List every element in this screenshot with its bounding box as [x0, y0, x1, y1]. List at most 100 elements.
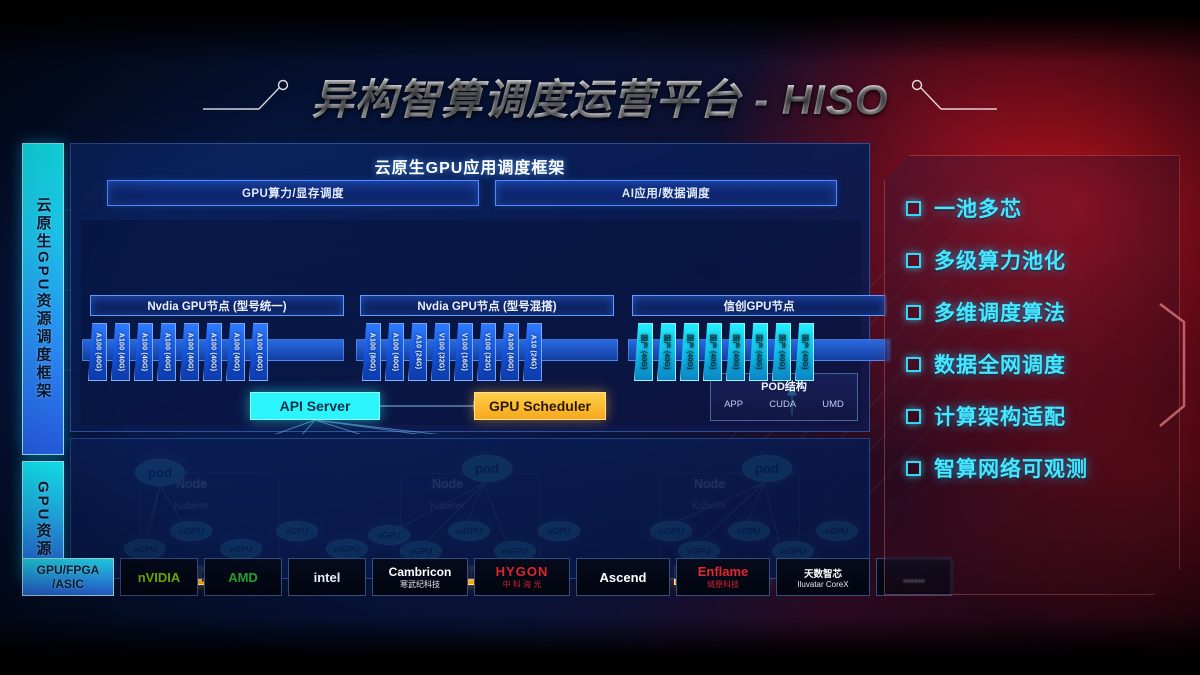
gpu-card[interactable]: V100 (16G)	[454, 323, 473, 381]
page-title: 异构智算调度运营平台 - HISO	[311, 66, 888, 127]
gpu-card[interactable]: 国产 (40G)	[749, 323, 768, 381]
checkbox-square-icon	[906, 304, 921, 320]
gpu-scheduler-box[interactable]: GPU Scheduler	[474, 392, 606, 420]
gpu-card[interactable]: A100 (80G)	[362, 323, 381, 381]
gpu-card-row-3: 国产 (40G) 国产 (40G) 国产 (40G) 国产 (40G) 国产 (40G)…	[634, 323, 814, 381]
highlight-item[interactable]: 计算架构适配	[906, 390, 1176, 442]
sidebar-framework-label: 云原生GPU资源调度框架	[22, 143, 64, 455]
vendor-logo-cambricon[interactable]: Cambricon 寒武纪科技	[372, 558, 468, 596]
highlight-label: 智算网络可观测	[934, 458, 1088, 481]
gpu-card-label: A100 (80G)	[368, 332, 375, 372]
gpu-card-label: 国产 (40G)	[639, 334, 647, 370]
vendor-name: nVIDIA	[137, 569, 181, 585]
gpu-card-label: A100 (40G)	[255, 332, 262, 372]
highlight-item[interactable]: 数据全网调度	[906, 338, 1176, 390]
gpu-card-label: A100 (40G)	[94, 332, 101, 372]
sidebar-gpu-text: GPU资源	[34, 481, 52, 559]
gpu-card-row-1: A100 (40G) A100 (40G) A100 (40G) A100 (40G)…	[88, 323, 268, 381]
vendor-logo-intel[interactable]: intel	[288, 558, 366, 596]
checkbox-square-icon	[906, 408, 921, 424]
title-right-decoration	[911, 79, 997, 110]
gpu-node-bar-1[interactable]: Nvdia GPU节点 (型号统一)	[90, 295, 344, 316]
gpu-card[interactable]: 国产 (40G)	[772, 323, 791, 381]
gpu-card-label: A100 (40G)	[232, 332, 239, 372]
sidebar-framework-text: 云原生GPU资源调度框架	[34, 197, 52, 401]
gpu-card[interactable]: A100 (40G)	[157, 323, 176, 381]
gpu-card-label: A10 (24G)	[414, 334, 421, 370]
gpu-card[interactable]: A100 (40G)	[385, 323, 404, 381]
gpu-card[interactable]: 国产 (40G)	[703, 323, 722, 381]
highlight-label: 计算架构适配	[934, 406, 1066, 429]
gpu-card[interactable]: 国产 (40G)	[657, 323, 676, 381]
gpu-card-label: 国产 (40G)	[800, 334, 808, 370]
gpu-card-label: 国产 (40G)	[777, 334, 785, 370]
gpu-card[interactable]: V100 (32G)	[431, 323, 450, 381]
gpu-card-label: A10 (24G)	[529, 334, 536, 370]
gpu-node-bar-2[interactable]: Nvdia GPU节点 (型号混搭)	[360, 295, 614, 316]
vendor-name: Enflame	[697, 564, 749, 579]
highlight-label: 多维调度算法	[934, 302, 1066, 325]
gpu-card[interactable]: A100 (40G)	[226, 323, 245, 381]
gpu-card[interactable]: A100 (40G)	[249, 323, 268, 381]
gpu-card-label: V100 (32G)	[483, 332, 490, 372]
gpu-node-bar-3[interactable]: 信创GPU节点	[632, 295, 886, 316]
gpu-card-label: 国产 (40G)	[731, 334, 739, 370]
gpu-card[interactable]: A100 (40G)	[88, 323, 107, 381]
api-server-box[interactable]: API Server	[250, 392, 380, 420]
gpu-card-label: A100 (40G)	[209, 332, 216, 372]
gpu-card[interactable]: 国产 (40G)	[680, 323, 699, 381]
highlight-item[interactable]: 多级算力池化	[906, 234, 1176, 286]
gpu-card[interactable]: A100 (40G)	[203, 323, 222, 381]
bottom-fade	[0, 617, 1200, 675]
gpu-card-label: 国产 (40G)	[754, 334, 762, 370]
gpu-card[interactable]: A100 (40G)	[180, 323, 199, 381]
vendor-logo-enflame[interactable]: Enflame 燧原科技	[676, 558, 770, 596]
gpu-card-label: 国产 (40G)	[662, 334, 670, 370]
vendor-logo-amd[interactable]: AMD	[204, 558, 282, 596]
pill-ai-data[interactable]: AI应用/数据调度	[495, 180, 837, 206]
highlight-item[interactable]: 多维调度算法	[906, 286, 1176, 338]
highlight-label: 多级算力池化	[934, 250, 1066, 273]
checkbox-square-icon	[906, 356, 921, 372]
checkbox-square-icon	[906, 200, 921, 216]
title-left-decoration	[203, 79, 289, 110]
highlight-label: 数据全网调度	[934, 354, 1066, 377]
vendor-name: Cambricon	[388, 564, 452, 579]
pod-layer-umd: UMD	[822, 399, 844, 410]
top-fade	[0, 0, 1200, 62]
gpu-card[interactable]: A100 (40G)	[111, 323, 130, 381]
gpu-card[interactable]: V100 (32G)	[477, 323, 496, 381]
gpu-card-label: V100 (16G)	[460, 332, 467, 372]
highlights-list: 一池多芯 多级算力池化 多维调度算法 数据全网调度 计算架构适配 智算网络可观测	[906, 182, 1176, 494]
title-bar: 异构智算调度运营平台 - HISO	[0, 66, 1200, 126]
vendor-logo-ascend[interactable]: Ascend	[576, 558, 670, 596]
vendor-logo-hygon[interactable]: HYGON 中 科 海 光	[474, 558, 570, 596]
gpu-card[interactable]: A100 (40G)	[134, 323, 153, 381]
gpu-card-label: 国产 (40G)	[685, 334, 693, 370]
pod-layer-app: APP	[724, 399, 744, 410]
vendor-label-line1: GPU/FPGA	[36, 563, 100, 577]
gpu-card[interactable]: 国产 (40G)	[726, 323, 745, 381]
vendor-name: 天数智芯	[803, 568, 842, 580]
highlight-item[interactable]: 一池多芯	[906, 182, 1176, 234]
gpu-card-label: A100 (40G)	[117, 332, 124, 372]
gpu-card[interactable]: A10 (24G)	[523, 323, 542, 381]
vendor-name: Ascend	[599, 569, 647, 585]
architecture-panel: 云原生GPU资源调度框架 GPU资源 云原生GPU应用调度框架 GPU算力/显存…	[22, 143, 890, 600]
gpu-card-label: A100 (40G)	[140, 332, 147, 372]
pill-gpu-compute[interactable]: GPU算力/显存调度	[107, 180, 479, 206]
gpu-card[interactable]: A10 (24G)	[408, 323, 427, 381]
gpu-card-label: A100 (40G)	[163, 332, 170, 372]
gpu-card[interactable]: 国产 (40G)	[634, 323, 653, 381]
gpu-card-label: V100 (32G)	[437, 332, 444, 372]
highlight-item[interactable]: 智算网络可观测	[906, 442, 1176, 494]
vendor-logo-iluvatar[interactable]: 天数智芯 Iluvatar CoreX	[776, 558, 870, 596]
vendor-name: intel	[313, 569, 341, 585]
vendor-subtitle: 寒武纪科技	[400, 579, 440, 589]
gpu-card[interactable]: 国产 (40G)	[795, 323, 814, 381]
gpu-card[interactable]: A100 (40G)	[500, 323, 519, 381]
vendor-category-label: GPU/FPGA /ASIC	[22, 558, 114, 596]
vendor-label-line2: /ASIC	[51, 577, 84, 591]
vendor-logo-nvidia[interactable]: nVIDIA	[120, 558, 198, 596]
vendor-name: AMD	[228, 569, 258, 585]
